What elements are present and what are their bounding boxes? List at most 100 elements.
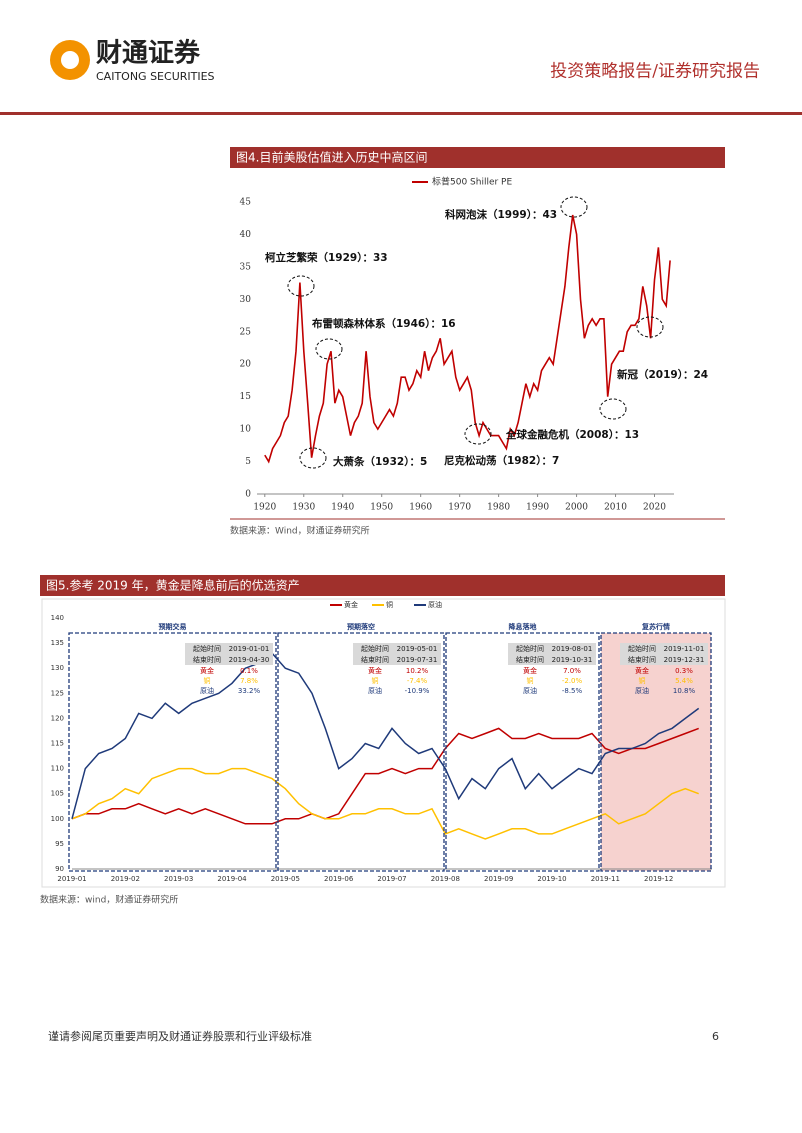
phase-date: 2019-12-31	[664, 656, 705, 664]
phase-row-label: 起始时间	[516, 644, 544, 653]
y-tick-label: 135	[51, 639, 64, 647]
line-series	[71, 652, 700, 819]
phase-date: 2019-05-01	[397, 645, 438, 653]
x-tick-label: 2019-06	[324, 875, 354, 883]
y-tick-label: 110	[51, 765, 64, 773]
y-tick-label: 30	[240, 295, 252, 305]
annotation: 全球金融危机（2008）：13	[505, 428, 639, 441]
page-number: 6	[712, 1030, 719, 1043]
shaded-phase	[601, 633, 711, 871]
annotation: 柯立芝繁荣（1929）：33	[265, 251, 388, 264]
header-rule	[0, 112, 802, 115]
annotation-circle	[560, 196, 588, 218]
phase-asset: 铜	[639, 676, 646, 685]
phase-row-label: 起始时间	[361, 644, 389, 653]
legend-label: 原油	[428, 600, 442, 609]
phase-box	[277, 632, 445, 872]
source: 数据来源：Wind，财通证券研究所	[230, 525, 370, 537]
x-tick-label: 1920	[253, 503, 276, 513]
phase-row-label: 结束时间	[516, 655, 544, 664]
legend-label: 铜	[386, 600, 393, 609]
phase-asset: 铜	[527, 676, 534, 685]
x-tick-label: 1970	[448, 503, 471, 513]
phase-box	[600, 632, 712, 872]
phase-asset: 铜	[372, 676, 379, 685]
phase-asset: 原油	[200, 686, 214, 695]
x-tick-label: 2019-02	[111, 875, 140, 883]
annotation-circle	[464, 423, 492, 445]
x-tick-label: 2019-05	[271, 875, 300, 883]
phase-date: 2019-01-01	[229, 645, 270, 653]
legend-label: 标普500 Shiller PE	[432, 176, 512, 188]
phase-box	[68, 632, 277, 872]
phase-return: 33.2%	[238, 687, 261, 695]
phase-asset: 黄金	[523, 666, 537, 675]
phase-row-label: 结束时间	[361, 655, 389, 664]
x-tick-label: 2000	[565, 503, 588, 513]
phase-date-bg	[620, 643, 708, 665]
x-tick-label: 2019-12	[644, 875, 673, 883]
y-tick-label: 5	[245, 457, 251, 467]
phase-asset: 原油	[635, 686, 649, 695]
phase-row-label: 起始时间	[628, 644, 656, 653]
phase-asset: 原油	[368, 686, 382, 695]
annotation: 布雷顿森林体系（1946）：16	[312, 317, 456, 330]
disclaimer: 谨请参阅尾页重要声明及财通证券股票和行业评级标准	[48, 1029, 312, 1043]
phase-date-bg	[185, 643, 273, 665]
figure-title-bar	[230, 147, 725, 168]
x-tick-label: 2019-03	[164, 875, 193, 883]
phase-return: -2.0%	[562, 677, 583, 685]
phase-return: -7.4%	[407, 677, 428, 685]
phase-return: 10.2%	[406, 667, 429, 675]
annotation: 大萧条（1932）：5	[333, 455, 427, 468]
y-tick-label: 100	[51, 815, 64, 823]
x-tick-label: 2019-09	[484, 875, 513, 883]
x-tick-label: 1960	[409, 503, 432, 513]
phase-date: 2019-10-31	[552, 656, 593, 664]
phase-box	[445, 632, 600, 872]
phase-date: 2019-11-01	[664, 645, 705, 653]
x-tick-label: 1990	[526, 503, 549, 513]
phase-date-bg	[508, 643, 596, 665]
phase-return: 7.8%	[240, 677, 258, 685]
brand-en: CAITONG SECURITIES	[96, 70, 215, 83]
logo-inner	[61, 51, 79, 69]
phase-asset: 黄金	[635, 666, 649, 675]
x-tick-label: 2019-01	[57, 875, 86, 883]
annotation: 科网泡沫（1999）：43	[445, 208, 557, 221]
x-tick-label: 2019-11	[591, 875, 620, 883]
y-tick-label: 35	[240, 262, 252, 272]
y-tick-label: 140	[51, 614, 64, 622]
phase-date: 2019-04-30	[229, 656, 270, 664]
y-tick-label: 105	[51, 790, 64, 798]
phase-row-label: 起始时间	[193, 644, 221, 653]
annotation: 尼克松动荡（1982）：7	[444, 454, 559, 467]
x-tick-label: 2019-08	[431, 875, 460, 883]
phase-return: 10.8%	[673, 687, 696, 695]
figure-title-bar	[40, 575, 725, 596]
chart-frame	[41, 598, 726, 888]
source: 数据来源：wind，财通证券研究所	[40, 894, 178, 906]
line-series	[71, 767, 699, 840]
y-tick-label: 115	[51, 740, 64, 748]
line-series	[71, 727, 699, 825]
x-tick-label: 2019-04	[217, 875, 247, 883]
y-tick-label: 90	[55, 865, 64, 873]
phase-title: 预期落空	[347, 622, 375, 631]
y-tick-label: 125	[51, 689, 64, 697]
phase-return: -8.5%	[562, 687, 583, 695]
y-tick-label: 15	[240, 392, 252, 402]
phase-asset: 原油	[523, 686, 537, 695]
phase-title: 预期交易	[159, 622, 187, 631]
phase-return: -10.9%	[405, 687, 430, 695]
y-tick-label: 25	[240, 327, 252, 337]
y-tick-label: 130	[51, 664, 64, 672]
phase-row-label: 结束时间	[193, 655, 221, 664]
x-tick-label: 2010	[604, 503, 627, 513]
y-tick-label: 20	[240, 360, 252, 370]
legend-label: 黄金	[344, 600, 358, 609]
annotation-circle	[315, 338, 343, 360]
brand: 财通证券	[96, 39, 201, 69]
